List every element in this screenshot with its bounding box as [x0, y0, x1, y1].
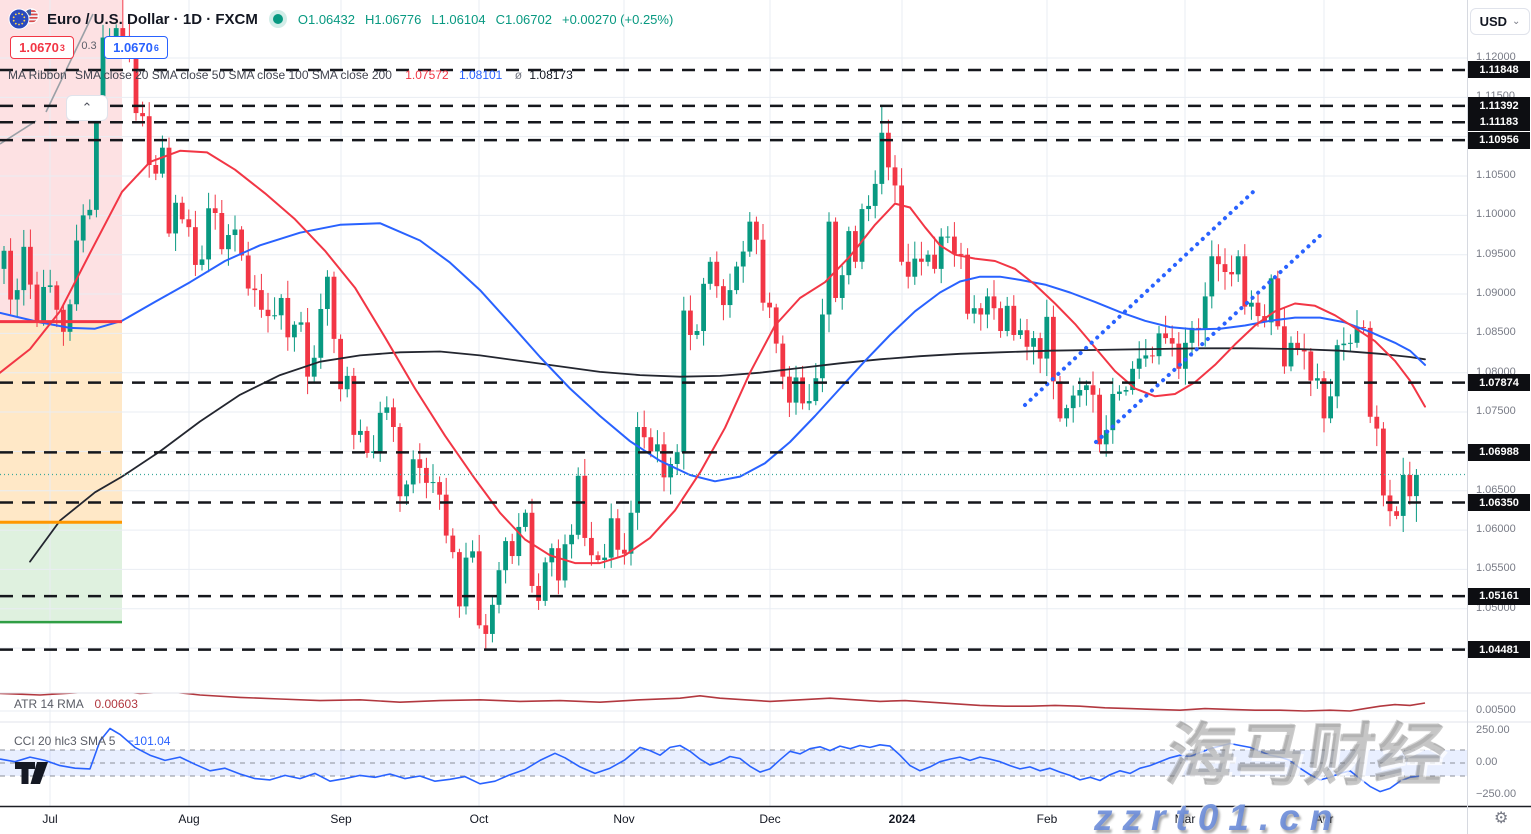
- currency-label: USD: [1479, 14, 1508, 29]
- ohlc-values: O1.06432 H1.06776 L1.06104 C1.06702 +0.0…: [298, 12, 673, 27]
- atr-line: [0, 693, 1426, 712]
- level-price-label: 1.11848: [1468, 61, 1530, 79]
- ask-price: 1.0670: [113, 40, 153, 55]
- buy-price-button[interactable]: 1.0670 6: [104, 36, 168, 59]
- level-price-label: 1.07874: [1468, 374, 1530, 392]
- price-tick: 1.12000: [1476, 51, 1516, 63]
- price-tick: 1.05500: [1476, 562, 1516, 575]
- change-value: +0.00270 (+0.25%): [561, 11, 674, 27]
- sma20-line: [0, 149, 1426, 565]
- price-tick: 1.10000: [1476, 208, 1516, 221]
- month-label: Sep: [330, 812, 352, 826]
- level-price-label: 1.05161: [1468, 587, 1530, 605]
- cci-tick: 250.00: [1476, 723, 1510, 736]
- cci-pane: [0, 727, 1467, 793]
- high-value: H1.06776: [364, 11, 422, 27]
- atr-tick: 0.00500: [1476, 704, 1516, 716]
- price-tick: 1.06000: [1476, 523, 1516, 536]
- low-value: L1.06104: [431, 11, 486, 27]
- month-label: Aug: [178, 812, 200, 826]
- price-scale[interactable]: 1.12000 1.11500 1.10500 1.10000 1.09500 1.090…: [1467, 0, 1531, 834]
- open-value: O1.06432: [297, 11, 355, 27]
- trend-channel-line[interactable]: [1094, 230, 1326, 444]
- price-tick: 1.05000: [1476, 601, 1516, 614]
- sma50-value: 1.08101: [458, 68, 503, 82]
- price-tick: 1.10500: [1476, 169, 1516, 182]
- month-label: Nov: [613, 812, 635, 826]
- cci-value: −101.04: [126, 734, 171, 748]
- level-price-label: 1.11392: [1468, 97, 1530, 115]
- price-tick: 1.08500: [1476, 326, 1516, 339]
- hidden-ma-icon: ø: [514, 68, 523, 82]
- watermark-url: zzrt01.cn: [1094, 797, 1343, 834]
- currency-selector-button[interactable]: USD ⌄: [1470, 8, 1530, 35]
- level-price-label: 1.11183: [1468, 113, 1530, 131]
- price-tick: 1.06500: [1476, 483, 1516, 496]
- gear-icon[interactable]: ⚙: [1494, 810, 1509, 827]
- level-price-label: 1.10956: [1468, 131, 1530, 149]
- price-tick: 1.07500: [1476, 405, 1516, 418]
- month-label: Apr: [1314, 812, 1334, 826]
- price-tick: 1.09500: [1476, 247, 1516, 260]
- bid-price: 1.0670: [19, 40, 59, 55]
- atr-pane: [0, 693, 1426, 712]
- sma100-line: [29, 347, 1426, 563]
- level-price-label: 1.06350: [1468, 494, 1530, 512]
- tradingview-logo[interactable]: [14, 761, 50, 791]
- grid: [0, 0, 1467, 806]
- close-value: C1.06702: [495, 11, 552, 27]
- sma100-value: 1.08173: [529, 68, 573, 82]
- sma50-line: [0, 222, 1426, 483]
- level-price-label: 1.04481: [1468, 641, 1530, 659]
- ma-ribbon-legend[interactable]: MA Ribbon SMA close 20 SMA close 50 SMA …: [8, 68, 573, 82]
- atr-title: ATR 14 RMA: [14, 697, 84, 711]
- bid-price-sup: 3: [59, 42, 65, 53]
- month-label: Mar: [1174, 812, 1196, 826]
- sma20-value: 1.07572: [405, 68, 449, 82]
- instrument-flag-icon: [8, 8, 40, 30]
- month-label: 2024: [888, 812, 916, 826]
- price-tick: 1.09000: [1476, 287, 1516, 300]
- cci-line: [0, 727, 1421, 793]
- ask-price-sup: 6: [153, 42, 159, 53]
- month-label: Dec: [759, 812, 781, 826]
- atr-legend[interactable]: ATR 14 RMA 0.00603: [14, 697, 138, 711]
- ma-ribbon-params: SMA close 20 SMA close 50 SMA close 100 …: [75, 68, 392, 82]
- atr-value: 0.00603: [94, 697, 138, 711]
- level-price-label: 1.06988: [1468, 443, 1530, 461]
- trendline-drawing-stub[interactable]: [45, 13, 94, 113]
- watermark-brand: 海马财经: [1161, 718, 1453, 794]
- month-label: Oct: [469, 812, 489, 826]
- candles: [1, 0, 1419, 650]
- spread-value: 0.3: [81, 40, 97, 52]
- symbol-header: Euro / U.S. Dollar · 1D · FXCM O1.06432 …: [8, 6, 673, 32]
- symbol-title[interactable]: Euro / U.S. Dollar · 1D · FXCM: [47, 10, 258, 28]
- cci-legend[interactable]: CCI 20 hlc3 SMA 5 −101.04: [14, 734, 170, 748]
- price-levels: [0, 68, 1467, 651]
- sell-price-button[interactable]: 1.0670 3: [10, 36, 74, 59]
- cci-tick: 0.00: [1476, 756, 1498, 768]
- trend-channel-line[interactable]: [1023, 190, 1255, 407]
- month-label: Feb: [1036, 812, 1058, 826]
- market-status-dot-icon: [272, 14, 283, 24]
- month-label: Jul: [42, 812, 58, 826]
- cci-title: CCI 20 hlc3 SMA 5: [14, 734, 116, 748]
- chevron-up-icon: ⌃: [81, 100, 93, 115]
- time-scale[interactable]: Jul Aug Sep Oct Nov Dec 2024 Feb Mar Apr: [0, 806, 1531, 834]
- ma-ribbon-title: MA Ribbon: [8, 68, 67, 82]
- chevron-down-icon: ⌄: [1512, 16, 1521, 27]
- ma-ribbon-lines: [0, 149, 1426, 565]
- cci-tick: −250.00: [1476, 788, 1517, 800]
- collapse-pane-button[interactable]: ⌃: [66, 95, 108, 121]
